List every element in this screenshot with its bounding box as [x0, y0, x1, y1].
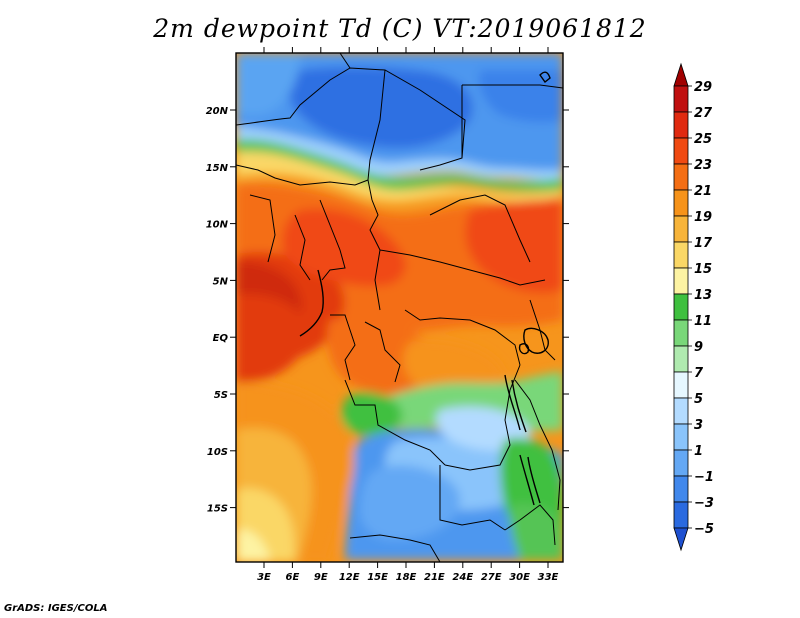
lat-label: 5N — [213, 276, 229, 287]
colorbar-swatch — [673, 319, 689, 347]
longitude-axis: 3E 6E 9E 12E 15E 18E 21E 24E 27E 30E 33E — [257, 47, 559, 583]
colorbar-swatch — [673, 85, 689, 113]
lon-label: 33E — [538, 572, 559, 583]
colorbar-label: 5 — [694, 392, 703, 407]
colorbar-swatch — [673, 137, 689, 165]
colorbar-top-arrow — [673, 62, 689, 87]
colorbar-label: 15 — [694, 262, 712, 277]
colorbar-label: −1 — [694, 470, 714, 485]
colorbar-swatch — [673, 423, 689, 451]
colorbar-label: 3 — [694, 418, 703, 433]
colorbar-label: −5 — [694, 522, 714, 537]
colorbar-swatch — [673, 241, 689, 269]
lat-label: 5S — [214, 390, 228, 401]
colorbar-swatch — [673, 345, 689, 373]
lat-label: EQ — [213, 333, 229, 344]
colorbar-swatch — [673, 189, 689, 217]
dewpoint-field — [236, 53, 563, 562]
colorbar-swatch — [673, 215, 689, 243]
map-frame — [235, 52, 564, 563]
lon-label: 3E — [257, 572, 271, 583]
lon-label: 6E — [286, 572, 300, 583]
lat-label: 20N — [206, 106, 229, 117]
colorbar-label: 19 — [694, 210, 712, 225]
colorbar-label: 17 — [694, 236, 713, 251]
colorbar-swatch — [673, 449, 689, 477]
lon-label: 30E — [509, 572, 530, 583]
lon-label: 15E — [367, 572, 388, 583]
lat-label: 15S — [207, 504, 228, 515]
coastlines — [299, 71, 551, 506]
colorbar-swatch — [673, 267, 689, 295]
country-borders — [236, 53, 563, 562]
colorbar-swatch — [673, 475, 689, 503]
colorbar-label: 9 — [694, 340, 703, 355]
latitude-axis: 20N 15N 10N 5N EQ 5S 10S 15S — [206, 106, 569, 515]
colorbar: 29 27 25 23 21 19 17 15 13 11 9 7 5 3 1 −1 −3 −5 — [673, 62, 714, 552]
colorbar-label: −3 — [694, 496, 714, 511]
colorbar-swatch — [673, 111, 689, 139]
lon-label: 24E — [452, 572, 473, 583]
lon-label: 21E — [424, 572, 445, 583]
colorbar-bottom-arrow — [673, 527, 689, 552]
colorbar-swatch — [673, 501, 689, 529]
colorbar-label: 7 — [694, 366, 704, 381]
lon-label: 27E — [481, 572, 502, 583]
lat-label: 10S — [207, 447, 228, 458]
colorbar-label: 11 — [694, 314, 712, 329]
lat-label: 10N — [206, 220, 229, 231]
colorbar-label: 29 — [694, 80, 712, 95]
lat-label: 15N — [206, 163, 229, 174]
colorbar-label: 1 — [694, 444, 703, 459]
colorbar-label: 25 — [694, 132, 712, 147]
lon-label: 9E — [314, 572, 328, 583]
colorbar-label: 23 — [694, 158, 712, 173]
chart-title: 2m dewpoint Td (C) VT:2019061812 — [153, 14, 647, 43]
colorbar-label: 13 — [694, 288, 712, 303]
colorbar-label: 21 — [694, 184, 712, 199]
grads-credit: GrADS: IGES/COLA — [4, 603, 108, 614]
lon-label: 12E — [339, 572, 360, 583]
colorbar-swatch — [673, 397, 689, 425]
colorbar-swatch — [673, 371, 689, 399]
colorbar-label: 27 — [694, 106, 713, 121]
colorbar-swatch — [673, 293, 689, 321]
colorbar-swatch — [673, 163, 689, 191]
lon-label: 18E — [396, 572, 417, 583]
